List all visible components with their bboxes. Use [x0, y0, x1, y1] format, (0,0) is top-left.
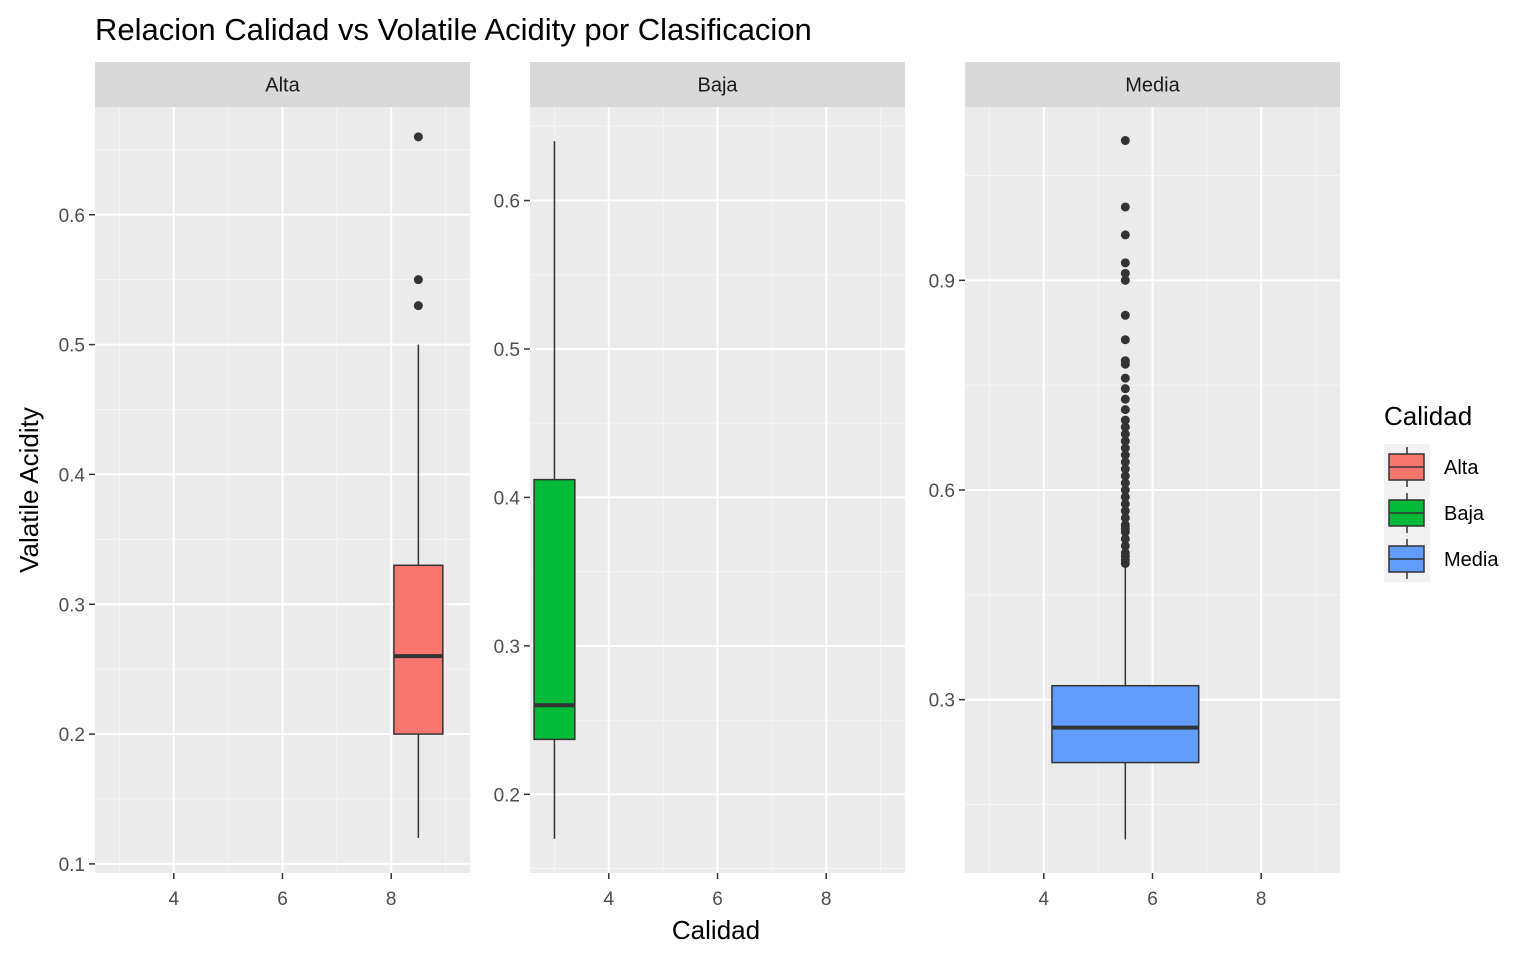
facet-strip	[965, 62, 1340, 107]
y-tick-label: 0.1	[59, 855, 85, 876]
y-tick-label: 0.6	[494, 192, 520, 213]
legend-label-alta: Alta	[1444, 457, 1479, 479]
y-tick-label: 0.3	[59, 595, 85, 616]
y-tick-label: 0.4	[494, 488, 521, 509]
box-iqr	[533, 478, 576, 741]
x-axis-title: Calidad	[672, 915, 760, 945]
outlier-point	[1120, 520, 1130, 530]
outlier-point	[1120, 202, 1130, 212]
x-tick-label: 4	[604, 889, 615, 910]
outlier-point	[1120, 513, 1130, 523]
outlier-point	[1120, 548, 1130, 558]
facet-strip-label: Baja	[697, 75, 738, 97]
box-iqr	[1051, 684, 1200, 764]
outlier-point	[1120, 429, 1130, 439]
outlier-point	[1120, 506, 1130, 516]
outlier-point	[1120, 485, 1130, 495]
y-tick-label: 0.3	[929, 691, 955, 712]
y-tick-label: 0.4	[59, 465, 86, 486]
legend-label-media: Media	[1444, 549, 1499, 571]
box-iqr	[393, 564, 444, 735]
x-tick-label: 6	[277, 889, 288, 910]
y-tick-label: 0.6	[59, 206, 85, 227]
outlier-point	[1120, 443, 1130, 453]
y-tick-label: 0.9	[929, 271, 955, 292]
facet-panel-alta: Alta 0.1 0.2 0.3 0.4 0.5 0.6 4 6 8	[59, 62, 470, 910]
outlier-point	[1120, 478, 1130, 488]
x-tick-label: 4	[169, 889, 180, 910]
outlier-point	[1120, 541, 1130, 551]
outlier-point	[1120, 471, 1130, 481]
outlier-point	[1120, 457, 1130, 467]
outlier-point	[1120, 310, 1130, 320]
outlier-point	[1120, 405, 1130, 415]
outlier-point	[1120, 436, 1130, 446]
facet-panel-baja: Baja 0.2 0.3 0.4 0.5 0.6 4 6 8	[494, 62, 905, 910]
outlier-point	[1120, 356, 1130, 366]
facet-strip-label: Alta	[265, 75, 300, 97]
y-tick-label: 0.2	[494, 785, 520, 806]
outlier-point	[1120, 275, 1130, 285]
y-tick-label: 0.5	[59, 336, 85, 357]
outlier-point	[1120, 534, 1130, 544]
outlier-point	[1120, 230, 1130, 240]
legend-label-baja: Baja	[1444, 503, 1485, 525]
outlier-point	[413, 301, 423, 311]
y-tick-label: 0.2	[59, 725, 85, 746]
facet-strip-label: Media	[1125, 75, 1180, 97]
legend: Calidad Alta Baja Media	[1384, 401, 1499, 582]
y-tick-label: 0.5	[494, 340, 520, 361]
facet-panel-media: Media 0.3 0.6 0.9 4 6 8	[929, 62, 1340, 910]
y-axis-title: Valatile Acidity	[14, 407, 44, 573]
outlier-point	[1120, 450, 1130, 460]
outlier-point	[1120, 492, 1130, 502]
x-tick-label: 4	[1039, 889, 1050, 910]
outlier-point	[413, 132, 423, 142]
outlier-point	[1120, 394, 1130, 404]
outlier-point	[413, 275, 423, 285]
outlier-point	[1120, 415, 1130, 425]
x-tick-label: 6	[1147, 889, 1158, 910]
outlier-point	[1120, 373, 1130, 383]
outlier-point	[1120, 422, 1130, 432]
x-tick-label: 6	[712, 889, 723, 910]
facet-strip	[530, 62, 905, 107]
outlier-point	[1120, 499, 1130, 509]
outlier-point	[1120, 258, 1130, 268]
chart-title: Relacion Calidad vs Volatile Acidity por…	[95, 12, 812, 47]
outlier-point	[1120, 268, 1130, 278]
x-tick-label: 8	[1256, 889, 1267, 910]
x-tick-label: 8	[821, 889, 832, 910]
outlier-point	[1120, 384, 1130, 394]
y-tick-label: 0.3	[494, 637, 520, 658]
outlier-point	[1120, 335, 1130, 345]
outlier-point	[1120, 136, 1130, 146]
outlier-point	[1120, 464, 1130, 474]
facet-strip	[95, 62, 470, 107]
y-tick-label: 0.6	[929, 481, 955, 502]
legend-title: Calidad	[1384, 401, 1472, 431]
x-tick-label: 8	[386, 889, 397, 910]
